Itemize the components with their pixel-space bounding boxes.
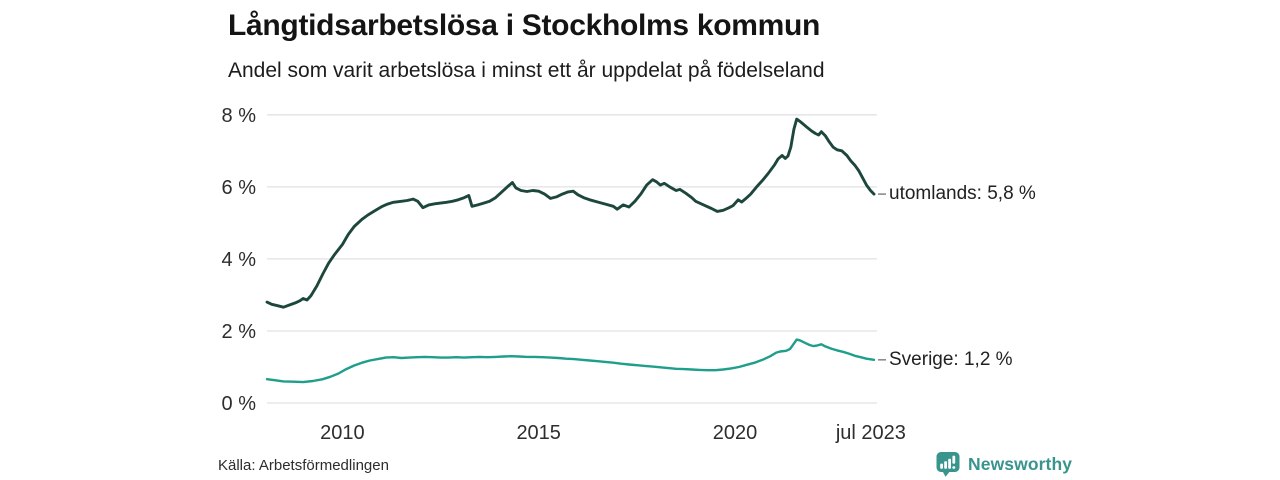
x-tick-label: 2020 [713,422,758,444]
x-tick-label: jul 2023 [835,422,906,444]
bubble-shape [936,452,960,472]
newsworthy-logo: Newsworthy [936,451,1072,477]
chart-bubble-icon [936,451,960,477]
y-tick-label: 0 % [222,393,257,415]
series-label-utomlands: utomlands: 5,8 % [889,183,1036,205]
y-tick-label: 2 % [222,321,257,343]
chart-subtitle: Andel som varit arbetslösa i minst ett å… [228,59,825,82]
chart-title: Långtidsarbetslösa i Stockholms kommun [228,9,821,42]
x-tick-label: 2015 [516,422,561,444]
y-tick-label: 8 % [222,105,257,127]
bubble-tail [942,471,950,477]
source-note: Källa: Arbetsförmedlingen [218,457,389,474]
y-tick-label: 4 % [222,249,257,271]
series-label-sverige: Sverige: 1,2 % [889,348,1013,370]
series-line-sverige [265,338,876,384]
y-tick-label: 6 % [222,177,257,199]
series-line-utomlands [265,117,876,309]
newsworthy-wordmark: Newsworthy [968,453,1073,474]
x-tick-label: 2010 [320,422,365,444]
